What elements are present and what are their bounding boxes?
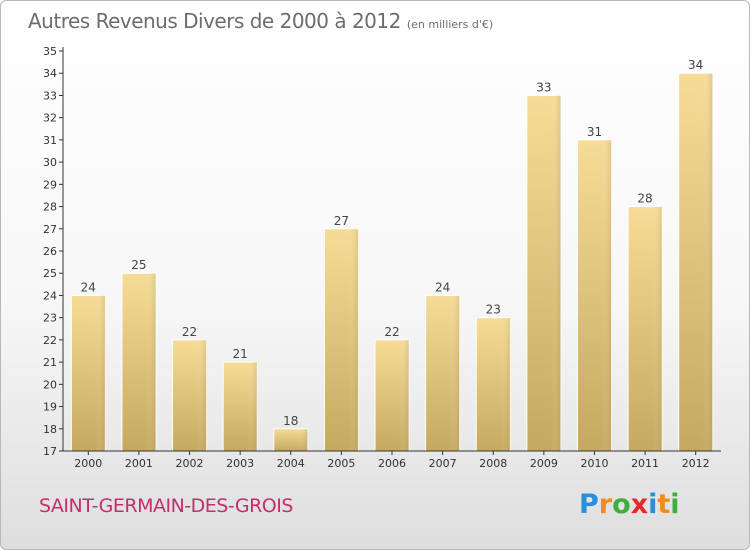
bar-shade: [628, 206, 663, 451]
y-tick-label: 35: [43, 45, 57, 58]
x-tick-label: 2009: [530, 457, 558, 470]
bar-shade: [121, 273, 156, 451]
x-tick-label: 2004: [277, 457, 305, 470]
y-tick-label: 26: [43, 245, 57, 258]
y-tick-label: 24: [43, 289, 57, 302]
y-tick-label: 27: [43, 223, 57, 236]
bars: 24 25 22 21 18 27 22 24 23 33 31 28 34: [70, 58, 714, 452]
y-tick-label: 31: [43, 134, 57, 147]
y-axis: 17 18 19 20 21 22 23 24 25 26 27 28 29 30 31 32 33 34 35: [43, 45, 64, 458]
bar-shade: [223, 362, 258, 451]
logo-letter: r: [598, 489, 613, 520]
bar-shade: [324, 228, 359, 451]
bar-shade: [375, 339, 409, 451]
bar-shade: [425, 295, 460, 451]
y-tick-label: 21: [43, 356, 57, 369]
y-tick-label: 17: [43, 445, 57, 458]
proxiti-logo: Proxiti: [579, 489, 680, 520]
bar-value-label: 24: [81, 280, 96, 294]
y-tick-label: 30: [43, 156, 57, 169]
commune-name: SAINT-GERMAIN-DES-GROIS: [39, 495, 293, 517]
x-tick-label: 2012: [682, 457, 710, 470]
chart-title-text: Autres Revenus Divers de 2000 à 2012: [28, 9, 401, 33]
y-tick-label: 23: [43, 312, 57, 325]
x-tick-label: 2006: [378, 457, 406, 470]
x-tick-label: 2010: [580, 457, 608, 470]
y-tick-label: 18: [43, 423, 57, 436]
bar-value-label: 25: [131, 258, 146, 272]
y-tick-label: 34: [43, 67, 57, 80]
bar-value-label: 28: [637, 192, 652, 206]
bar-shade: [476, 317, 511, 451]
x-axis: 2000 2001 2002 2003 2004 2005 2006 2007 2008 2009…: [63, 450, 721, 470]
x-tick-label: 2005: [327, 457, 355, 470]
y-tick-label: 25: [43, 267, 57, 280]
logo-letter: P: [579, 489, 599, 520]
bar-shade: [273, 428, 308, 451]
x-tick-label: 2003: [226, 457, 254, 470]
x-tick-label: 2000: [74, 457, 102, 470]
logo-letter: x: [630, 489, 649, 520]
bar-value-label: 18: [283, 414, 298, 428]
x-tick-label: 2007: [429, 457, 457, 470]
y-tick-label: 32: [43, 112, 57, 125]
x-tick-label: 2011: [631, 457, 659, 470]
y-tick-label: 19: [43, 401, 57, 414]
x-tick-label: 2001: [125, 457, 153, 470]
y-tick-label: 29: [43, 178, 57, 191]
logo-letter: i: [648, 489, 658, 520]
y-tick-label: 28: [43, 201, 57, 214]
bar-shade: [71, 295, 106, 451]
bar-shade: [526, 95, 561, 451]
chart-title-unit: (en milliers d'€): [406, 18, 494, 31]
bar-value-label: 22: [182, 325, 197, 339]
logo-letter: o: [612, 489, 631, 520]
chart-title: Autres Revenus Divers de 2000 à 2012 (en …: [28, 9, 493, 33]
y-tick-label: 20: [43, 378, 57, 391]
logo-letter: t: [657, 489, 671, 520]
bar-value-label: 24: [435, 280, 450, 294]
bar-value-label: 23: [486, 303, 501, 317]
y-tick-label: 33: [43, 89, 57, 102]
bar-value-label: 21: [233, 347, 248, 361]
bar-value-label: 27: [334, 214, 349, 228]
bar-shade: [577, 139, 612, 451]
bar-value-label: 31: [587, 125, 602, 139]
bar-value-label: 22: [384, 325, 399, 339]
y-tick-label: 22: [43, 334, 57, 347]
bar-value-label: 33: [536, 80, 551, 94]
x-tick-label: 2008: [479, 457, 507, 470]
logo-letter: i: [670, 489, 680, 520]
bar-shade: [172, 339, 207, 451]
x-tick-label: 2002: [176, 457, 204, 470]
bar-shade: [678, 73, 713, 451]
bar-value-label: 34: [688, 58, 703, 72]
